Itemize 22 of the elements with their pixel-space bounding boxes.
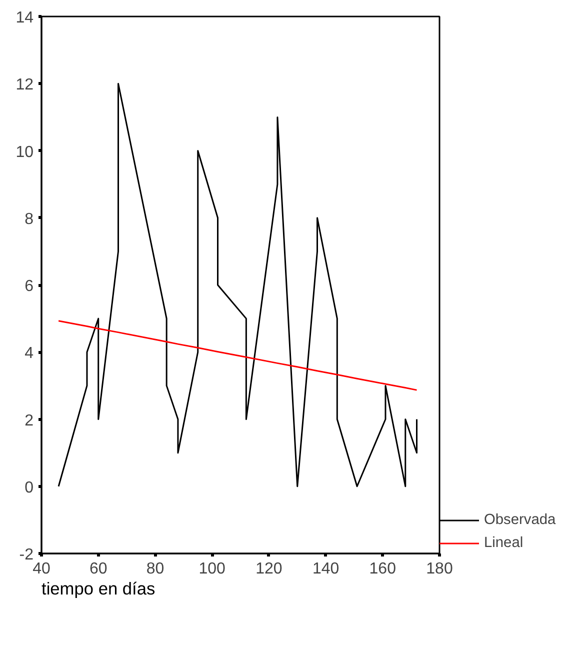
y-tick-label: 12 [16, 76, 34, 94]
y-tick-label: 6 [24, 278, 34, 295]
x-tick-label: 100 [198, 560, 226, 578]
y-tick-label: 8 [24, 210, 34, 228]
y-tick-label: 2 [24, 412, 34, 430]
x-tick-label: 180 [426, 560, 453, 578]
legend-label: Lineal [484, 535, 524, 551]
x-axis-title: tiempo en días [42, 578, 156, 598]
legend-label: Observada [484, 512, 556, 528]
y-tick-label: 0 [24, 479, 34, 496]
x-tick-label: 120 [256, 560, 282, 578]
y-tick-label: 10 [16, 144, 34, 161]
line-series [58, 320, 418, 391]
x-tick-label: 80 [146, 560, 164, 578]
y-tick-label: 4 [24, 345, 34, 362]
x-tick-label: 160 [369, 560, 396, 578]
x-tick-label: 140 [312, 560, 340, 578]
y-tick-label: 14 [16, 10, 34, 26]
line-series [58, 82, 418, 488]
x-tick-label: 60 [89, 560, 108, 578]
y-tick-label: -2 [19, 546, 34, 564]
x-tick-label: 40 [32, 560, 50, 578]
